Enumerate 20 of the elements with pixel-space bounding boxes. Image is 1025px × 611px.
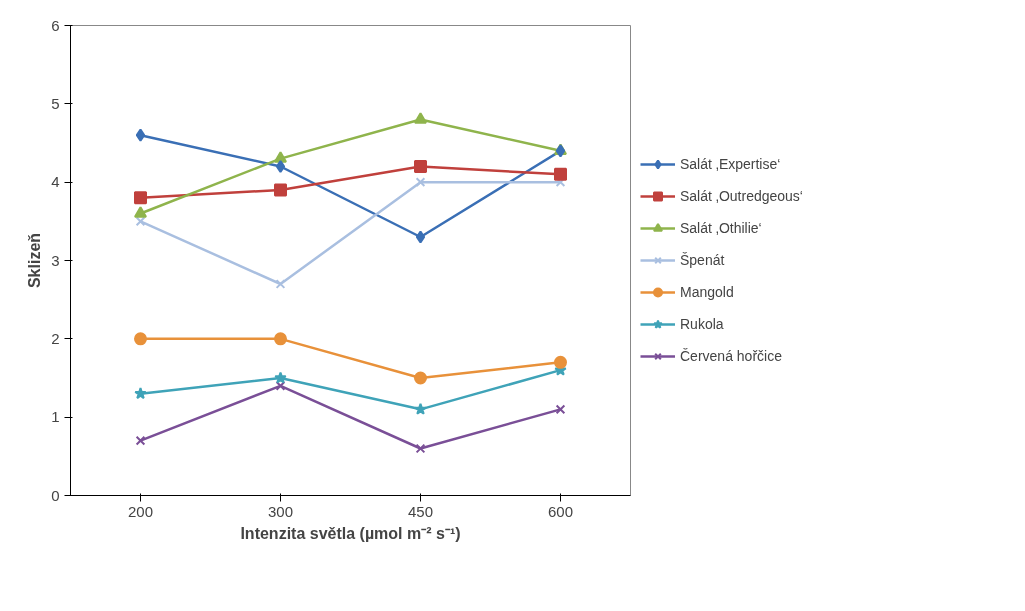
y-tick-label: 6 [51, 16, 60, 34]
x-tick-label: 200 [127, 502, 154, 520]
y-tick-label: 4 [51, 173, 60, 191]
x-tick-label: 450 [407, 502, 434, 520]
y-tick-label: 2 [51, 329, 60, 347]
x-tick-label: 600 [547, 502, 574, 520]
legend-label: Rukola [680, 316, 724, 332]
x-axis-title: Intenzita světla (µmol m⁻² s⁻¹) [240, 524, 461, 542]
x-tick-label: 300 [267, 502, 294, 520]
y-tick-label: 1 [51, 408, 60, 426]
legend-label: Salát ‚Outredgeous‘ [680, 188, 803, 204]
legend-label: Salát ‚Othilie‘ [680, 220, 762, 236]
y-tick-label: 3 [51, 251, 60, 269]
y-tick-label: 5 [51, 94, 60, 112]
y-tick-label: 0 [51, 486, 60, 504]
y-axis-title: Sklizeň [26, 232, 44, 289]
legend-label: Salát ‚Expertise‘ [680, 156, 781, 172]
legend-label: Špenát [680, 252, 725, 268]
legend-label: Mangold [680, 284, 734, 300]
legend-label: Červená hořčice [680, 348, 782, 364]
